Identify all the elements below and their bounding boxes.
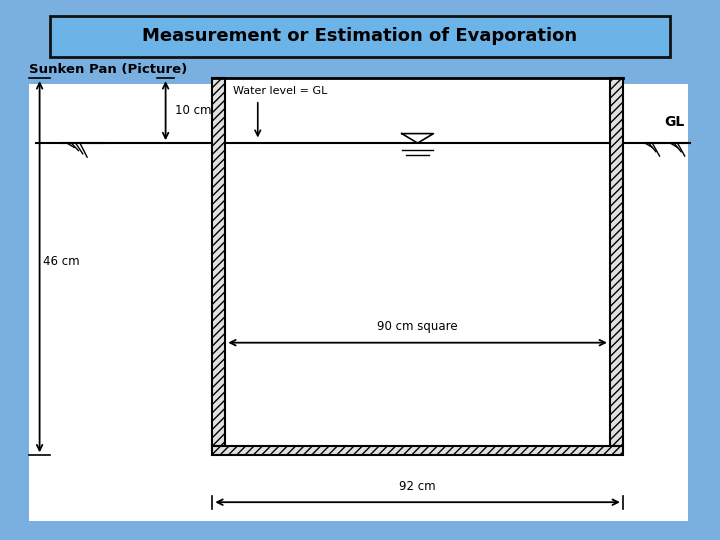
Text: Sunken Pan (Picture): Sunken Pan (Picture) xyxy=(29,63,187,76)
Bar xyxy=(212,78,225,446)
Text: 10 cm: 10 cm xyxy=(175,104,212,117)
Bar xyxy=(29,84,688,521)
Text: Measurement or Estimation of Evaporation: Measurement or Estimation of Evaporation xyxy=(143,28,577,45)
Text: 90 cm square: 90 cm square xyxy=(377,320,458,333)
Bar xyxy=(225,78,610,446)
Bar xyxy=(610,78,623,446)
Text: 46 cm: 46 cm xyxy=(43,255,80,268)
Text: GL: GL xyxy=(664,114,684,129)
Text: Water level = GL: Water level = GL xyxy=(233,86,327,97)
Bar xyxy=(50,16,670,57)
Bar xyxy=(212,446,623,455)
Text: 92 cm: 92 cm xyxy=(400,480,436,492)
